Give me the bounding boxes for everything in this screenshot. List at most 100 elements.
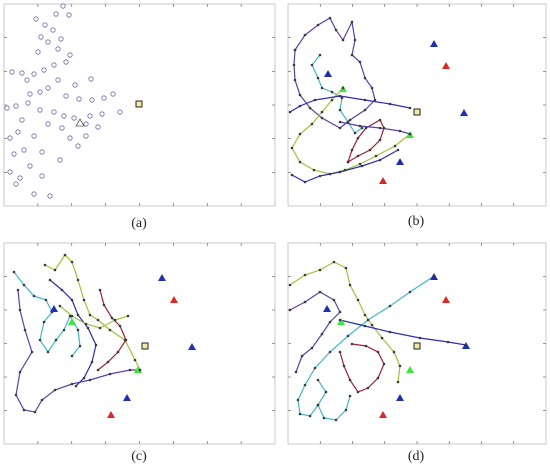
route-stop-dot (76, 313, 80, 317)
route-stop-dot (33, 410, 37, 414)
route-stop-dot (346, 160, 350, 164)
route-stop-dot (353, 38, 357, 42)
panel-c-route-red (97, 289, 127, 371)
route-stop-dot (363, 108, 367, 112)
route-stop-dot (38, 338, 42, 342)
route-stop-dot (346, 334, 350, 338)
route-stop-dot (338, 94, 342, 98)
customer-node (15, 129, 21, 135)
route-stop-dot (70, 298, 74, 302)
route-stop-dot (396, 380, 400, 384)
panel-b-blue-triangle-3 (460, 109, 468, 116)
route-stop-dot (293, 48, 297, 52)
route-stop-dot (68, 314, 72, 318)
route-stop-dot (96, 368, 100, 372)
panel-d-ticks (288, 243, 546, 444)
route-stop-dot (358, 60, 362, 64)
route-stop-dot (308, 414, 312, 418)
customer-node (110, 91, 116, 97)
route-stop-dot (358, 124, 362, 128)
caption-d: (d) (407, 449, 425, 464)
panel-c-blue-triangle-2 (50, 305, 58, 312)
customer-node (76, 96, 82, 102)
customer-node (9, 69, 15, 75)
route-stop-dot (108, 372, 112, 376)
route-stop-dot (303, 33, 307, 37)
customer-node (25, 100, 31, 106)
customer-node (21, 147, 27, 153)
route-stop-dot (353, 131, 357, 135)
caption-b: (b) (407, 214, 425, 229)
panel-b-red-triangle-2 (379, 177, 387, 184)
customer-node (19, 70, 25, 76)
customer-node (7, 135, 13, 141)
panel-a-ticks (4, 4, 275, 206)
customer-node (83, 133, 89, 139)
customer-node (38, 34, 44, 40)
customer-node (71, 115, 77, 121)
route-stop-dot (70, 354, 74, 358)
panel-b-frame (287, 3, 547, 207)
route-stop-dot (62, 328, 66, 332)
customer-node (117, 109, 123, 115)
customer-node (27, 163, 33, 169)
route-stop-dot (344, 266, 348, 270)
route-stop-dot (18, 308, 22, 312)
route-stop-dot (303, 300, 307, 304)
route-stop-dot (320, 332, 324, 336)
panel-a-depot (135, 100, 143, 108)
customer-node (67, 135, 73, 141)
route-stop-dot (318, 174, 322, 178)
route-stop-dot (313, 98, 317, 102)
route-stop-dot (348, 394, 352, 398)
route-stop-dot (108, 328, 112, 332)
route-stop-dot (88, 313, 92, 317)
customer-node (63, 93, 69, 99)
customer-node (45, 85, 51, 91)
customer-node (57, 157, 63, 163)
route-stop-dot (300, 354, 304, 358)
customer-node (66, 12, 72, 18)
panel-c-route-olive (59, 305, 129, 329)
panel-d-route-teal (317, 379, 351, 421)
panel-c-blue-triangle-3 (188, 343, 196, 350)
panel-b-blue-triangle-1 (430, 40, 438, 47)
route-stop-dot (138, 368, 142, 372)
route-stop-dot (408, 290, 412, 294)
route-stop-dot (318, 268, 322, 272)
customer-node (95, 124, 101, 130)
customer-node (53, 11, 59, 17)
route-stop-dot (296, 398, 300, 402)
route-stop-dot (388, 330, 392, 334)
customer-node (87, 113, 93, 119)
route-stop-dot (338, 120, 342, 124)
route-stop-dot (316, 23, 320, 27)
route-stop-dot (366, 386, 370, 390)
route-stop-dot (298, 93, 302, 97)
route-stop-dot (118, 324, 122, 328)
panel-c-ticks (4, 243, 275, 444)
panel-d-route-cyan (297, 275, 435, 417)
route-stop-dot (60, 288, 64, 292)
route-stop-dot (46, 350, 50, 354)
route-stop-dot (318, 53, 322, 57)
route-stop-dot (82, 376, 86, 380)
route-stop-dot (393, 144, 397, 148)
route-stop-dot (370, 323, 374, 327)
route-stop-dot (43, 263, 47, 267)
route-stop-dot (378, 138, 382, 142)
panel-d-route-stops (288, 260, 468, 422)
customer-node (67, 52, 73, 58)
route-stop-dot (378, 118, 382, 122)
customer-node (4, 105, 10, 111)
route-stop-dot (53, 268, 57, 272)
panel-d-route-red (339, 343, 385, 393)
route-stop-dot (316, 403, 320, 407)
route-stop-dot (338, 310, 342, 314)
route-stop-dot (324, 390, 328, 394)
customer-node (83, 121, 89, 127)
route-stop-dot (316, 76, 320, 80)
route-stop-dot (98, 288, 102, 292)
route-stop-dot (343, 168, 347, 172)
